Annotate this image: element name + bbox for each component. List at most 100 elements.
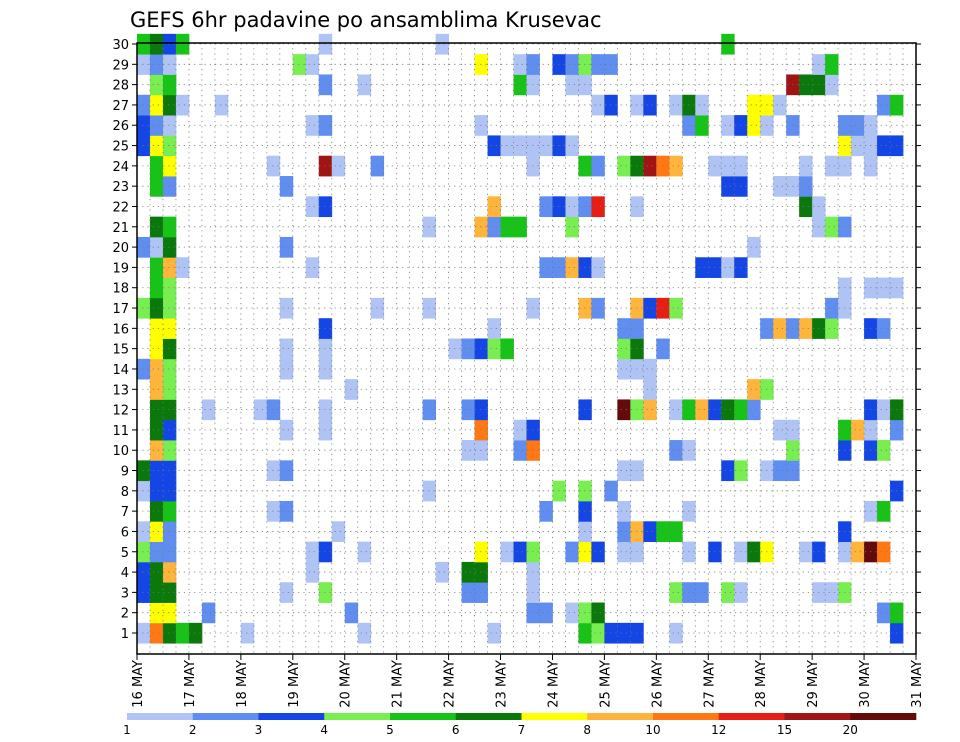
legend-label: 20 — [843, 723, 858, 737]
precip-cell — [162, 358, 177, 380]
precip-cell — [331, 155, 346, 177]
precip-cell — [721, 582, 735, 603]
precip-cell — [149, 155, 164, 177]
precip-cell — [461, 399, 475, 421]
precip-cell — [565, 196, 579, 218]
precip-cell — [149, 54, 164, 75]
precip-cell — [266, 399, 281, 421]
precip-cell — [669, 297, 683, 319]
precip-cell — [851, 419, 865, 441]
y-tick-label: 14 — [112, 363, 129, 378]
precip-cell — [137, 480, 151, 502]
precip-cell — [565, 74, 579, 96]
precip-cell — [149, 622, 164, 644]
precip-cell — [137, 358, 151, 380]
precip-cell — [513, 419, 527, 441]
precip-cell — [149, 135, 164, 157]
precip-cell — [825, 155, 839, 177]
precip-cell — [825, 582, 839, 603]
precip-cell — [617, 460, 631, 482]
precip-cell — [162, 419, 177, 441]
precip-cell — [162, 94, 177, 116]
legend-label: 1 — [123, 723, 131, 737]
x-tick-label: 30 MAY — [858, 660, 873, 708]
precip-cell — [279, 582, 294, 603]
precip-cell — [747, 399, 761, 421]
precip-cell — [877, 94, 891, 116]
precip-cell — [162, 277, 177, 299]
precip-cell — [825, 216, 839, 238]
precip-cell — [513, 440, 527, 461]
precip-cell — [318, 33, 333, 55]
precip-cell — [669, 622, 683, 644]
y-tick-label: 28 — [112, 79, 129, 94]
precip-cell — [305, 561, 320, 583]
y-tick-label: 5 — [121, 546, 129, 561]
precip-cell — [747, 379, 761, 400]
precip-cell — [162, 541, 177, 563]
precip-cell — [149, 500, 164, 522]
precip-cell — [149, 440, 164, 461]
precip-cell — [201, 602, 216, 624]
precip-cell — [318, 541, 333, 563]
precip-cell — [643, 358, 657, 380]
precip-cell — [149, 176, 164, 197]
precip-cell — [149, 257, 164, 278]
precip-cell — [747, 115, 761, 136]
y-tick-label: 29 — [112, 58, 129, 73]
chart-title: GEFS 6hr padavine po ansamblima Krusevac — [130, 8, 602, 32]
y-tick-label: 4 — [121, 566, 129, 581]
precip-cell — [721, 155, 735, 177]
precip-cell — [513, 216, 527, 238]
precip-cell — [175, 257, 190, 278]
precip-cell — [305, 257, 320, 278]
precip-cell — [149, 460, 164, 482]
precip-cell — [162, 399, 177, 421]
precip-cell — [279, 419, 294, 441]
precip-cell — [539, 135, 553, 157]
color-legend: 1 2 3 4 5 6 7 8 10 12 15 20 — [123, 713, 917, 737]
y-tick-label: 1 — [121, 627, 129, 642]
precip-cell — [487, 338, 501, 360]
legend-swatch — [455, 713, 522, 720]
precip-cell — [162, 176, 177, 197]
legend-swatch — [127, 713, 194, 720]
y-tick-label: 24 — [112, 160, 129, 175]
precip-cell — [877, 399, 891, 421]
precip-cell — [513, 135, 527, 157]
precip-cell — [539, 602, 553, 624]
precip-cell — [137, 115, 151, 136]
x-tick-label: 19 MAY — [287, 660, 302, 708]
precip-cell — [162, 135, 177, 157]
precip-cell — [137, 33, 151, 55]
precip-cell — [617, 541, 631, 563]
legend-swatch — [784, 713, 851, 720]
precip-cell — [825, 54, 839, 75]
x-tick-label: 27 MAY — [702, 660, 717, 708]
y-tick-label: 18 — [112, 282, 129, 297]
precip-cell — [149, 297, 164, 319]
precip-cell — [539, 196, 553, 218]
precip-cell — [162, 216, 177, 238]
precip-cell — [617, 500, 631, 522]
precip-cell — [279, 358, 294, 380]
precip-cell — [162, 318, 177, 339]
precip-cell — [617, 358, 631, 380]
precip-cell — [149, 338, 164, 360]
precip-cell — [137, 297, 151, 319]
precip-cell — [695, 115, 709, 136]
precip-cell — [162, 500, 177, 522]
precip-cell — [162, 480, 177, 502]
y-axis: 1234567891011121314151617181920212223242… — [112, 38, 921, 642]
precip-cell — [591, 257, 605, 278]
precip-cell — [162, 155, 177, 177]
precip-cell — [279, 297, 294, 319]
precip-cell — [643, 155, 657, 177]
precip-cell — [162, 602, 177, 624]
precip-cell — [279, 236, 294, 258]
precip-cell — [851, 135, 865, 157]
legend-label: 8 — [583, 723, 591, 737]
precip-cell — [318, 399, 333, 421]
y-tick-label: 7 — [121, 505, 129, 520]
